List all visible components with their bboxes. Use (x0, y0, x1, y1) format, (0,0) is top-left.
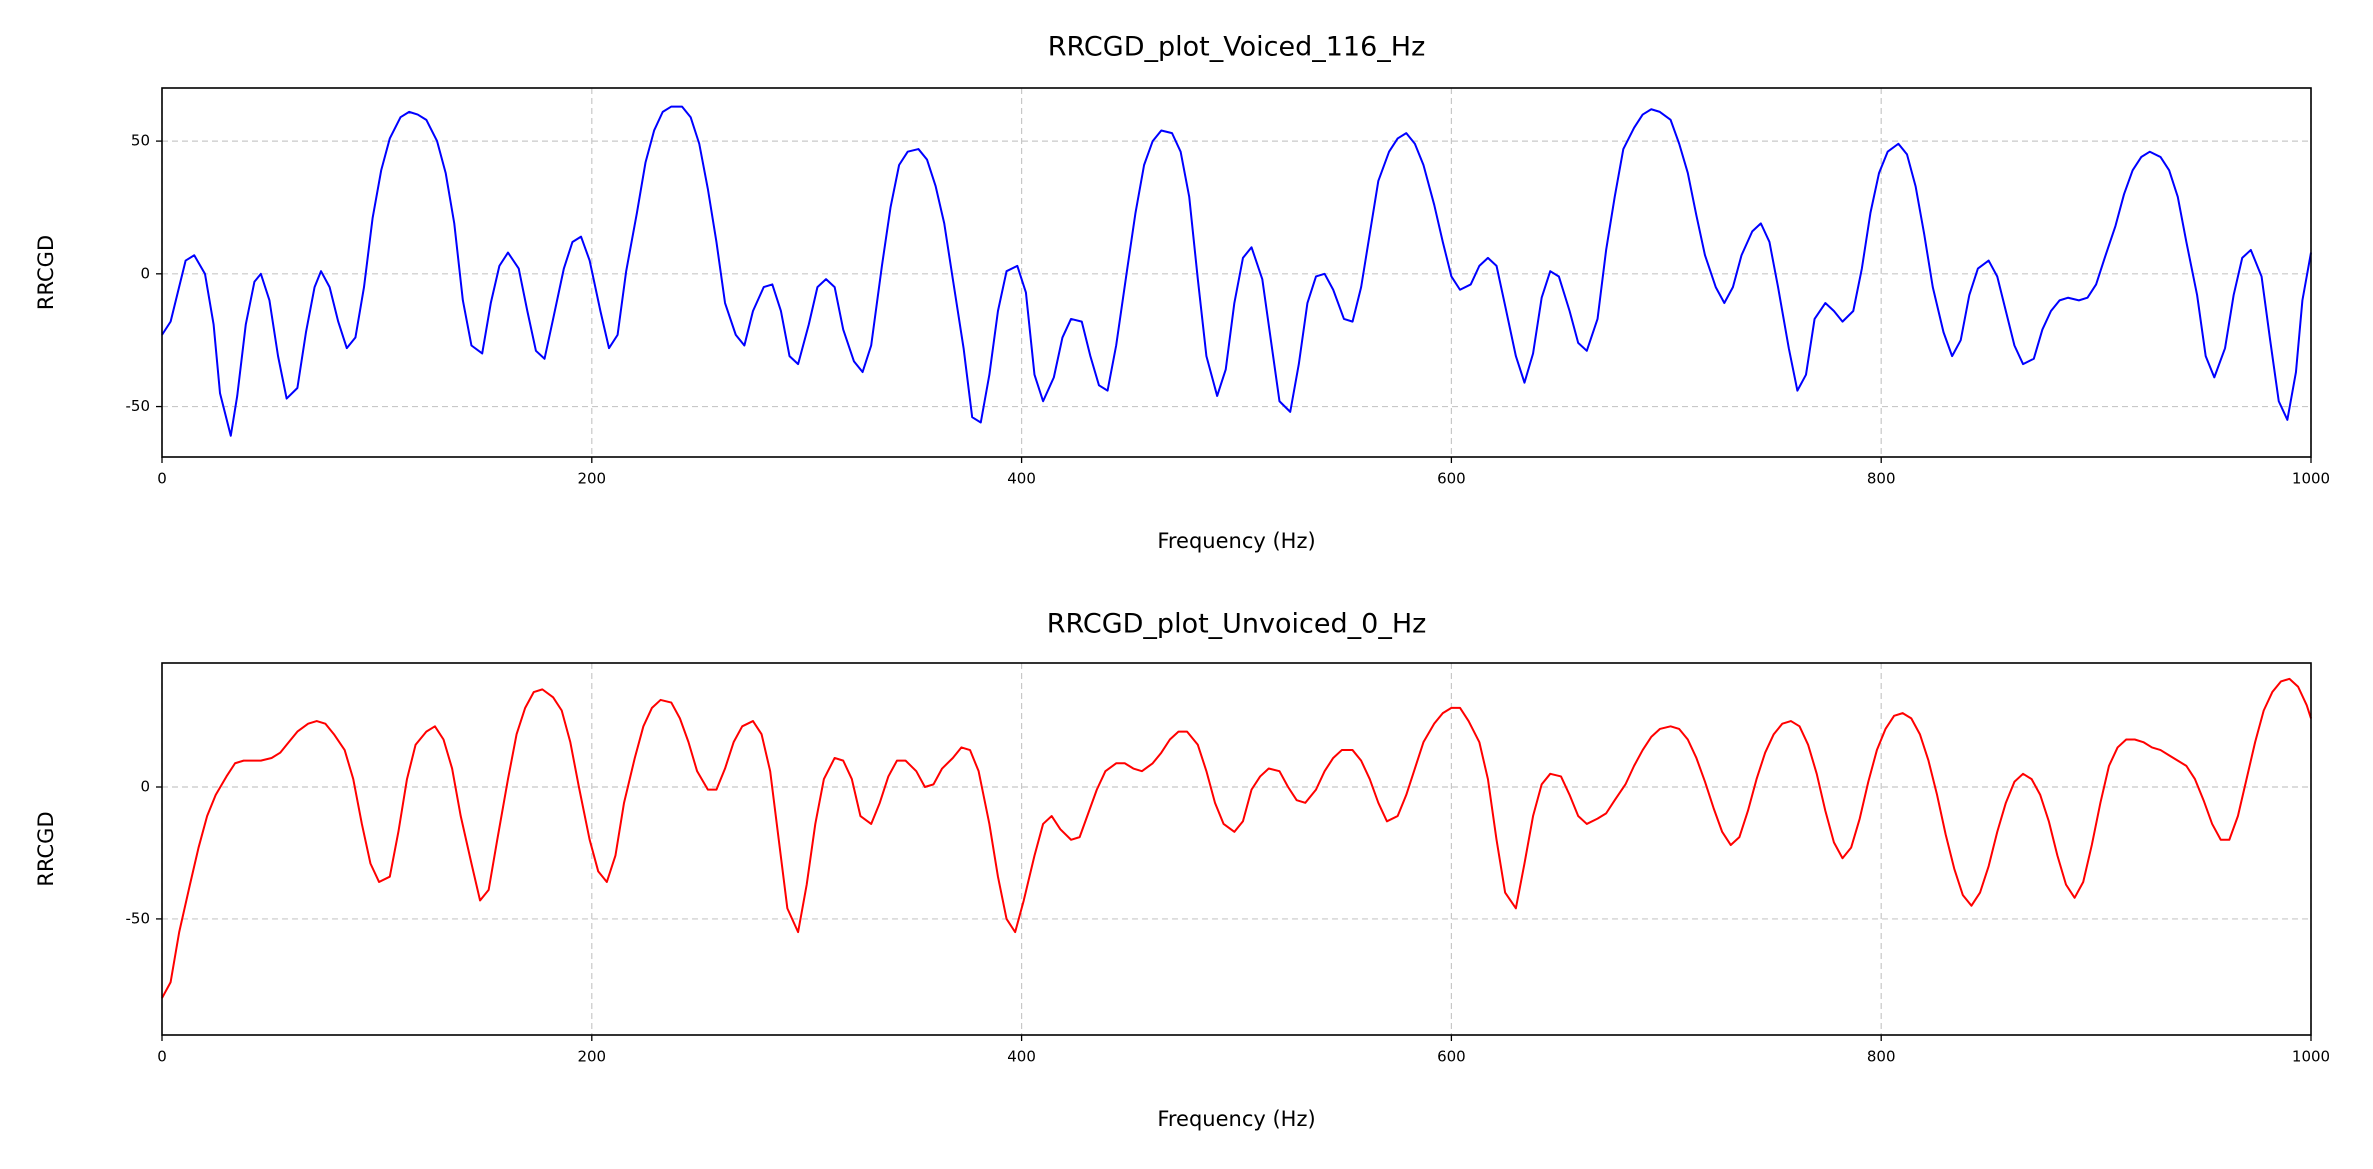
x-tick-label: 1000 (2292, 1048, 2330, 1066)
y-axis-label: RRCGD (34, 235, 58, 310)
x-tick-label: 600 (1437, 1048, 1466, 1066)
data-line (161, 677, 2312, 999)
axes-frame (161, 87, 2312, 458)
x-tick-label: 0 (157, 1048, 167, 1066)
x-axis-label: Frequency (Hz) (1157, 1107, 1315, 1131)
x-tick-label: 200 (577, 470, 606, 488)
x-tick-label: 800 (1867, 470, 1896, 488)
chart-title: RRCGD_plot_Unvoiced_0_Hz (1047, 609, 1427, 640)
y-tick-label: -50 (126, 909, 151, 927)
x-tick-label: 400 (1007, 1048, 1036, 1066)
x-axis-label: Frequency (Hz) (1157, 529, 1315, 553)
data-line (161, 105, 2312, 437)
x-tick-label: 400 (1007, 470, 1036, 488)
x-tick-label: 0 (157, 470, 167, 488)
x-tick-label: 600 (1437, 470, 1466, 488)
x-tick-label: 1000 (2292, 470, 2330, 488)
y-tick-label: 50 (131, 132, 150, 150)
y-tick-label: 0 (140, 264, 150, 282)
x-tick-label: 200 (577, 1048, 606, 1066)
y-tick-label: -50 (126, 397, 151, 415)
axes-frame (161, 662, 2312, 1036)
y-tick-label: 0 (140, 778, 150, 796)
chart-title: RRCGD_plot_Voiced_116_Hz (1048, 32, 1426, 63)
x-tick-label: 800 (1867, 1048, 1896, 1066)
y-axis-label: RRCGD (34, 811, 58, 886)
